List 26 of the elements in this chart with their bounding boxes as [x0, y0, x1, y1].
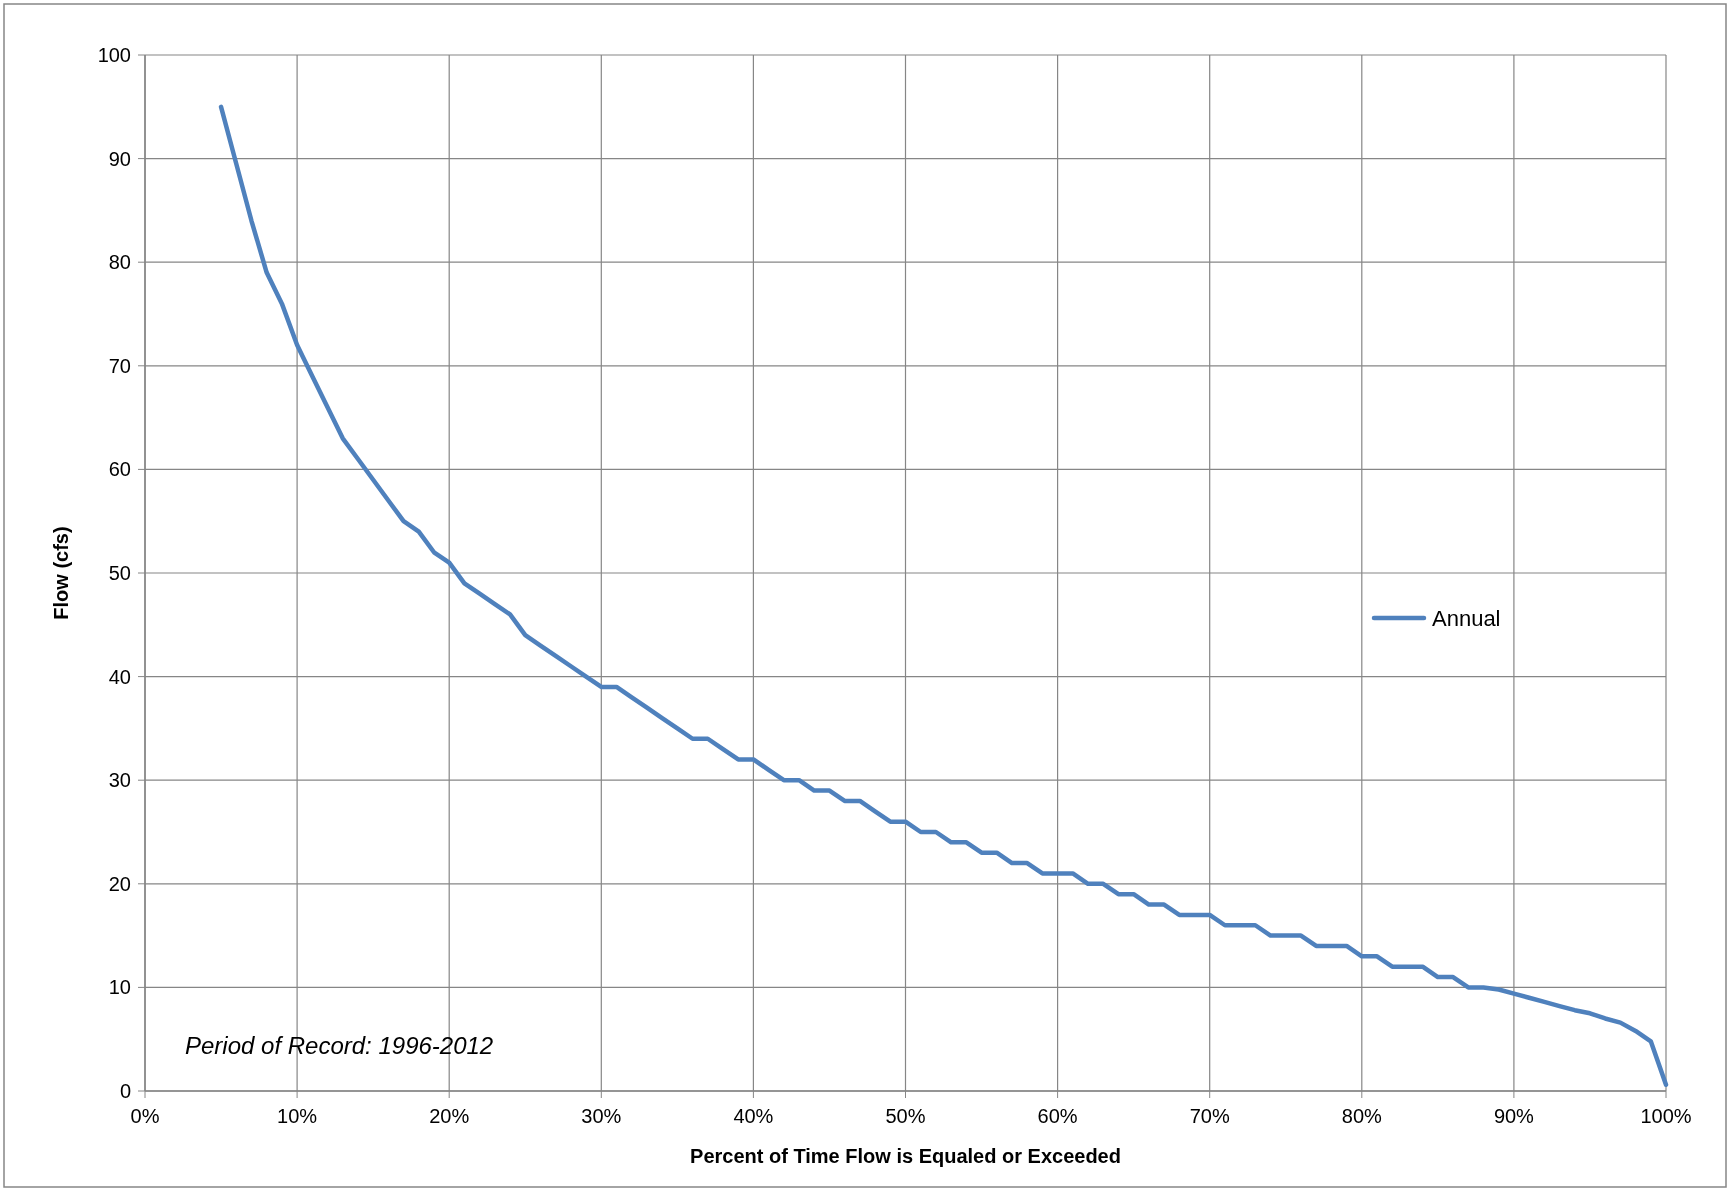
- x-tick-label: 20%: [429, 1105, 470, 1127]
- x-axis-title: Percent of Time Flow is Equaled or Exceeded: [690, 1145, 1121, 1167]
- y-tick-label: 70: [108, 354, 131, 377]
- x-tick-label: 70%: [1189, 1105, 1230, 1127]
- annotation: Period of Record: 1996-2012: [185, 1032, 494, 1059]
- x-tick-label: 90%: [1493, 1105, 1535, 1127]
- y-tick-label: 100: [97, 44, 131, 66]
- x-tick-label: 30%: [581, 1105, 622, 1127]
- y-tick-label: 80: [108, 251, 131, 274]
- y-axis-title: Flow (cfs): [50, 526, 72, 620]
- x-tick-label: 100%: [1640, 1105, 1692, 1127]
- y-tick-label: 40: [108, 665, 131, 688]
- legend-label: Annual: [1432, 605, 1501, 631]
- y-tick-label: 0: [119, 1080, 131, 1102]
- x-tick-label: 40%: [733, 1105, 774, 1127]
- x-tick-label: 80%: [1341, 1105, 1383, 1127]
- x-tick-label: 10%: [277, 1105, 318, 1127]
- y-tick-label: 10: [108, 976, 131, 999]
- y-tick-label: 50: [108, 562, 131, 584]
- x-tick-label: 50%: [885, 1105, 926, 1127]
- x-tick-label: 60%: [1037, 1105, 1078, 1127]
- x-tick-label: 0%: [130, 1105, 160, 1127]
- y-tick-label: 60: [108, 458, 131, 481]
- y-tick-label: 20: [108, 872, 131, 895]
- y-tick-label: 30: [108, 769, 131, 792]
- y-tick-label: 90: [108, 147, 131, 170]
